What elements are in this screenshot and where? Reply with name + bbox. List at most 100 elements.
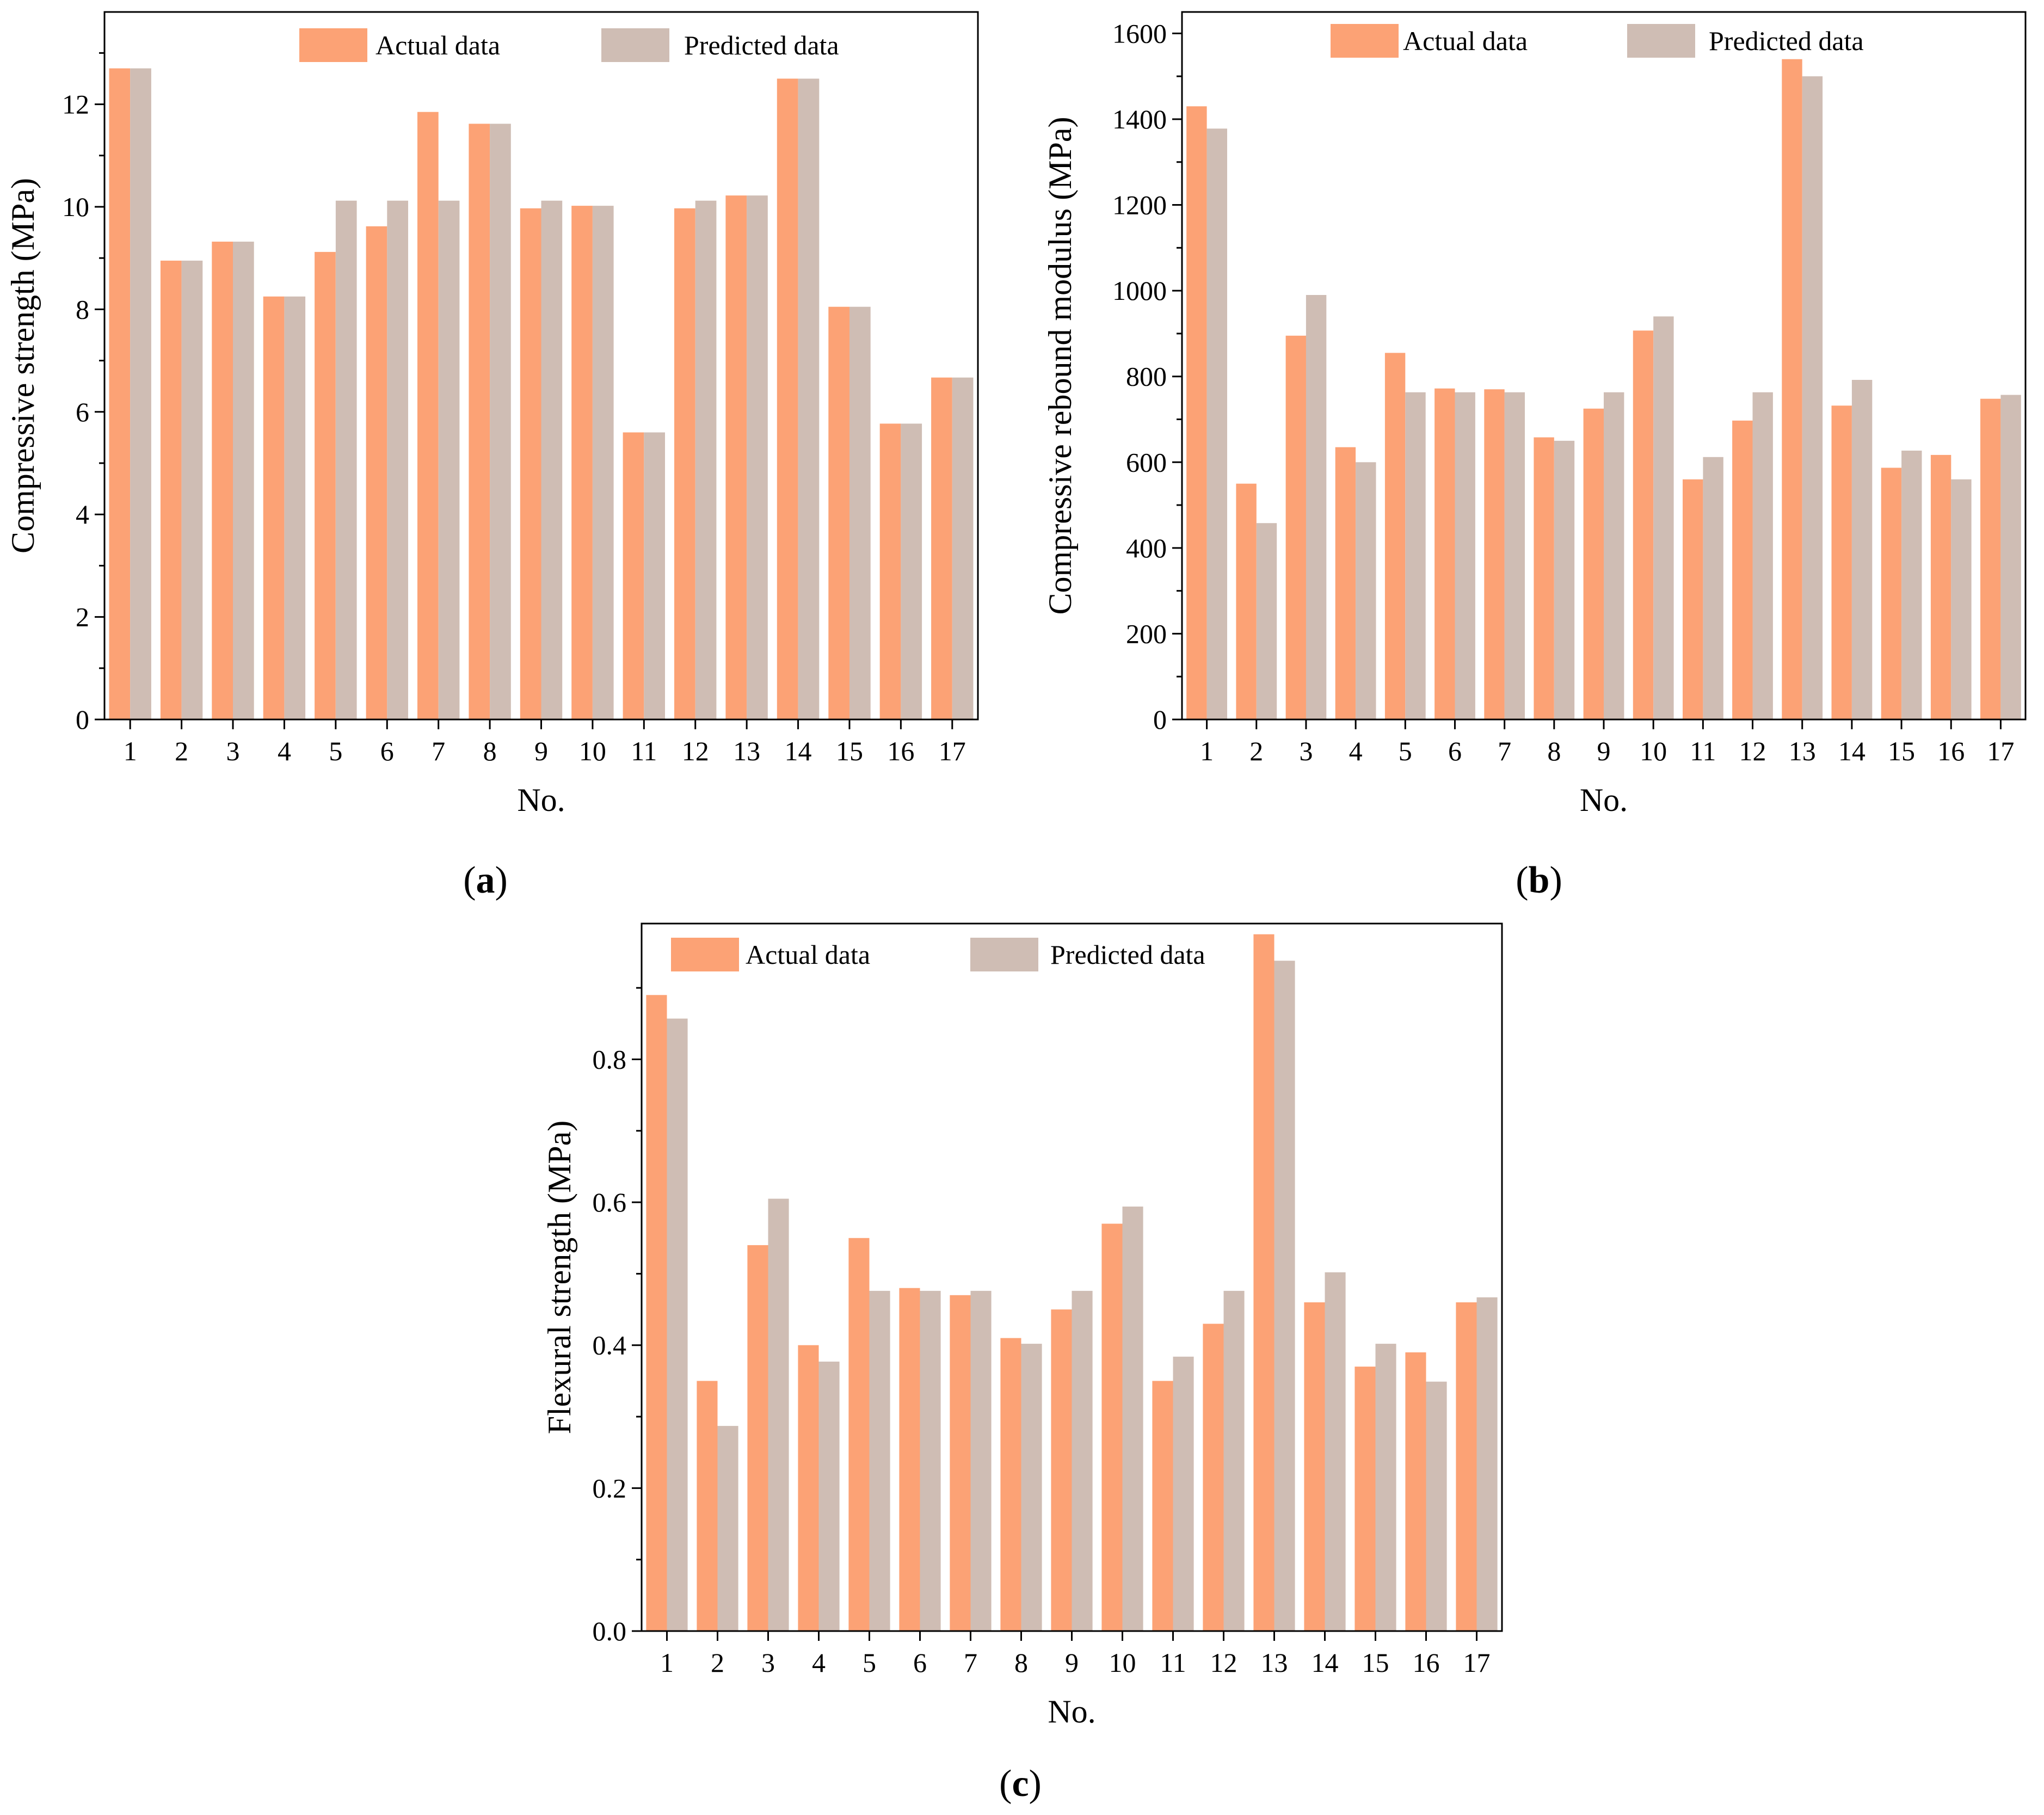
bar-actual — [1051, 1309, 1072, 1631]
bar-actual — [950, 1295, 971, 1631]
x-tick-label: 15 — [1888, 736, 1915, 766]
bar-actual — [798, 1345, 819, 1631]
x-tick-label: 5 — [329, 736, 342, 766]
x-tick-label: 17 — [1987, 736, 2014, 766]
x-tick-label: 6 — [380, 736, 394, 766]
x-tick-label: 13 — [733, 736, 760, 766]
legend-swatch-predicted — [970, 938, 1038, 971]
bar-predicted — [1256, 523, 1277, 719]
x-axis-title: No. — [1580, 782, 1628, 818]
bar-predicted — [1851, 380, 1873, 719]
x-tick-label: 12 — [1739, 736, 1766, 766]
x-tick-label: 9 — [1065, 1647, 1079, 1678]
bar-actual — [848, 1238, 870, 1631]
legend-label-predicted: Predicted data — [1709, 26, 1864, 56]
bar-actual — [212, 242, 233, 719]
x-tick-label: 16 — [1937, 736, 1965, 766]
bar-actual — [674, 208, 695, 719]
bar-predicted — [1223, 1290, 1245, 1631]
panel-caption: (b) — [1516, 859, 1562, 901]
x-tick-label: 13 — [1789, 736, 1816, 766]
bar-predicted — [2000, 395, 2021, 719]
bar-predicted — [1173, 1356, 1194, 1631]
bar-predicted — [747, 195, 768, 719]
y-tick-label: 4 — [76, 499, 89, 530]
bar-predicted — [1951, 479, 1972, 719]
x-tick-label: 6 — [1448, 736, 1462, 766]
bar-actual — [571, 206, 593, 720]
legend-swatch-predicted — [601, 28, 669, 62]
bar-predicted — [335, 200, 357, 719]
legend-label-predicted: Predicted data — [684, 30, 839, 60]
bar-actual — [1782, 59, 1802, 720]
x-tick-label: 16 — [887, 736, 914, 766]
y-tick-label: 200 — [1126, 618, 1167, 649]
x-tick-label: 5 — [1399, 736, 1412, 766]
panel-caption-letter: a — [476, 859, 495, 901]
x-tick-label: 1 — [124, 736, 137, 766]
y-tick-label: 1000 — [1112, 275, 1167, 306]
x-tick-label: 8 — [1014, 1647, 1028, 1678]
x-tick-label: 2 — [1249, 736, 1263, 766]
x-tick-label: 11 — [1690, 736, 1716, 766]
bar-predicted — [1476, 1297, 1498, 1631]
bar-actual — [828, 306, 849, 719]
bar-predicted — [970, 1290, 992, 1631]
y-tick-label: 8 — [76, 294, 89, 324]
bar-predicted — [849, 306, 871, 719]
bar-predicted — [1901, 451, 1922, 719]
y-tick-label: 0 — [76, 704, 89, 735]
bar-actual — [1304, 1302, 1325, 1631]
x-tick-label: 15 — [1362, 1647, 1389, 1678]
bar-predicted — [1405, 392, 1426, 719]
bar-actual — [1930, 454, 1951, 719]
y-tick-label: 2 — [76, 602, 89, 632]
y-tick-label: 600 — [1126, 447, 1167, 477]
bar-actual — [109, 68, 131, 720]
y-tick-label: 800 — [1126, 361, 1167, 392]
chart-panel-c: 0.00.20.40.60.81 2 3 4 5 6 7 8 9 10 11 12 13 14 15 16 17… — [541, 922, 1503, 1805]
bar-actual — [879, 423, 901, 719]
bar-predicted — [1325, 1272, 1346, 1631]
x-tick-label: 11 — [631, 736, 657, 766]
bar-predicted — [1426, 1381, 1447, 1631]
bar-actual — [1384, 353, 1406, 719]
x-tick-label: 17 — [939, 736, 966, 766]
bar-predicted — [592, 206, 614, 720]
x-axis-title: No. — [1048, 1694, 1095, 1730]
x-tick-label: 6 — [913, 1647, 927, 1678]
x-tick-label: 14 — [1312, 1647, 1339, 1678]
x-tick-label: 7 — [432, 736, 445, 766]
bar-actual — [263, 296, 285, 719]
legend-label-actual: Actual data — [375, 30, 500, 60]
panel-caption: (c) — [999, 1763, 1042, 1805]
bar-actual — [623, 432, 644, 719]
bar-predicted — [869, 1290, 890, 1631]
x-tick-label: 4 — [812, 1647, 826, 1678]
x-tick-label: 15 — [836, 736, 863, 766]
x-tick-label: 14 — [785, 736, 812, 766]
bar-predicted — [233, 242, 254, 719]
bar-predicted — [901, 423, 922, 719]
bar-actual — [315, 251, 336, 719]
bar-predicted — [541, 200, 563, 719]
x-tick-label: 3 — [1299, 736, 1313, 766]
panel-caption: (a) — [463, 859, 508, 901]
bar-actual — [697, 1381, 718, 1631]
bar-predicted — [181, 260, 203, 719]
x-tick-label: 10 — [579, 736, 606, 766]
bar-actual — [1881, 467, 1902, 719]
y-tick-label: 0.6 — [593, 1187, 627, 1217]
bar-actual — [1633, 330, 1654, 719]
bar-predicted — [438, 200, 460, 719]
y-tick-label: 0.0 — [593, 1616, 627, 1646]
bar-predicted — [1604, 392, 1624, 719]
x-tick-label: 9 — [1597, 736, 1611, 766]
bar-actual — [899, 1288, 920, 1631]
bar-predicted — [798, 78, 820, 719]
bar-actual — [931, 377, 952, 719]
bar-actual — [1435, 388, 1455, 719]
y-tick-label: 1400 — [1112, 104, 1167, 134]
